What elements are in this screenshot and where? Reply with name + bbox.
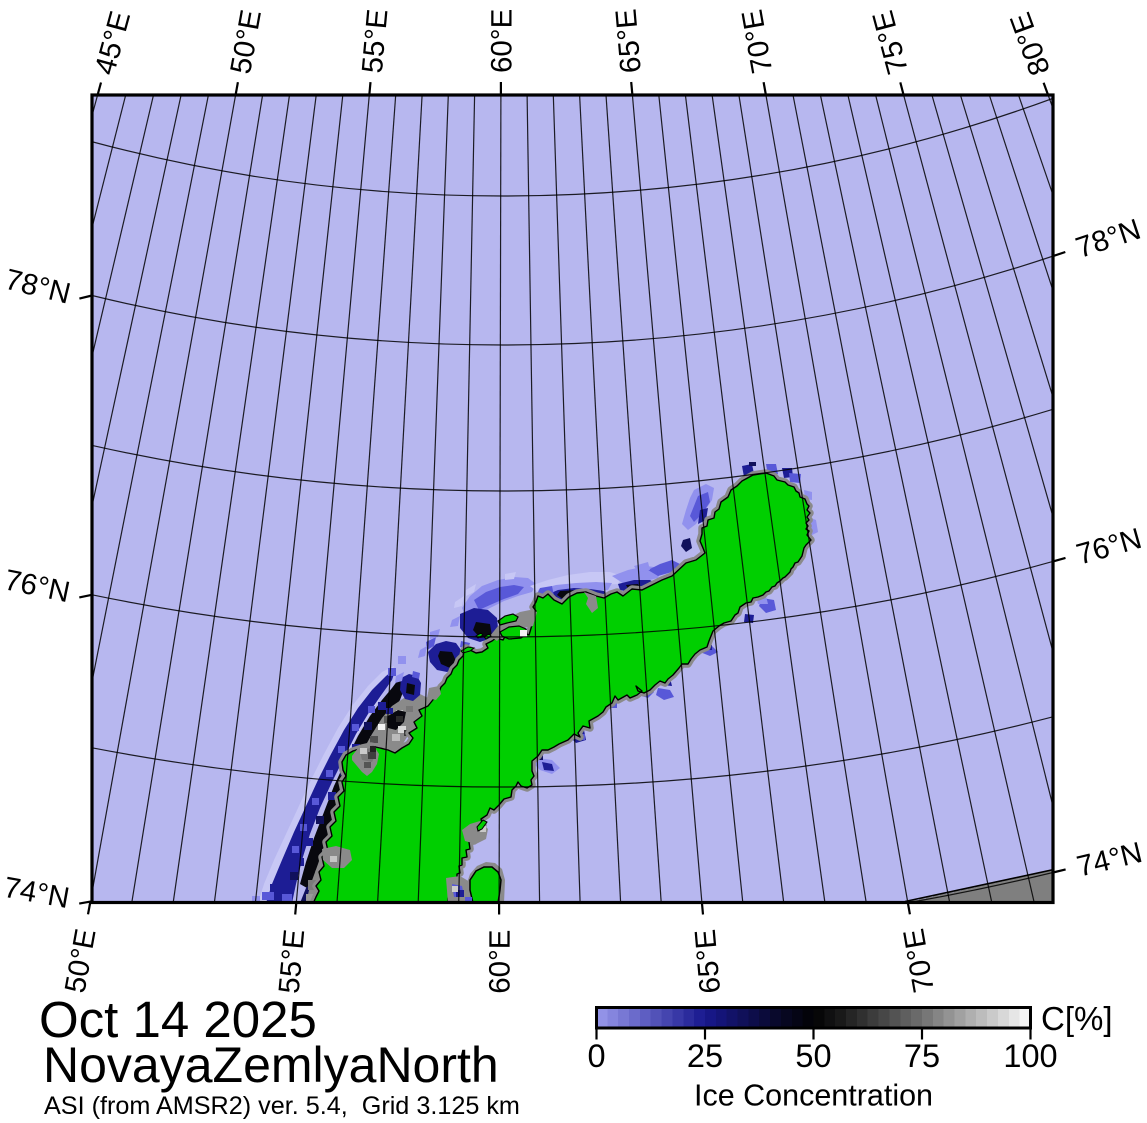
svg-text:0: 0 [587, 1038, 605, 1074]
svg-text:65°E: 65°E [689, 928, 727, 995]
svg-text:50: 50 [795, 1038, 831, 1074]
svg-text:Ice Concentration: Ice Concentration [694, 1079, 933, 1113]
svg-text:25: 25 [687, 1038, 723, 1074]
svg-text:100: 100 [1003, 1038, 1057, 1074]
svg-text:ASI (from AMSR2) ver. 5.4, Gr: ASI (from AMSR2) ver. 5.4, Grid 3.125 km [44, 1092, 520, 1120]
svg-text:60°E: 60°E [483, 929, 516, 993]
svg-text:65°E: 65°E [610, 8, 648, 75]
svg-text:55°E: 55°E [356, 8, 395, 75]
svg-text:75: 75 [904, 1038, 940, 1074]
svg-text:NovayaZemlyaNorth: NovayaZemlyaNorth [43, 1037, 499, 1093]
svg-text:55°E: 55°E [273, 928, 312, 995]
svg-text:60°E: 60°E [485, 9, 518, 73]
svg-text:Oct 14 2025: Oct 14 2025 [39, 991, 317, 1048]
svg-text:C[%]: C[%] [1041, 1000, 1113, 1037]
